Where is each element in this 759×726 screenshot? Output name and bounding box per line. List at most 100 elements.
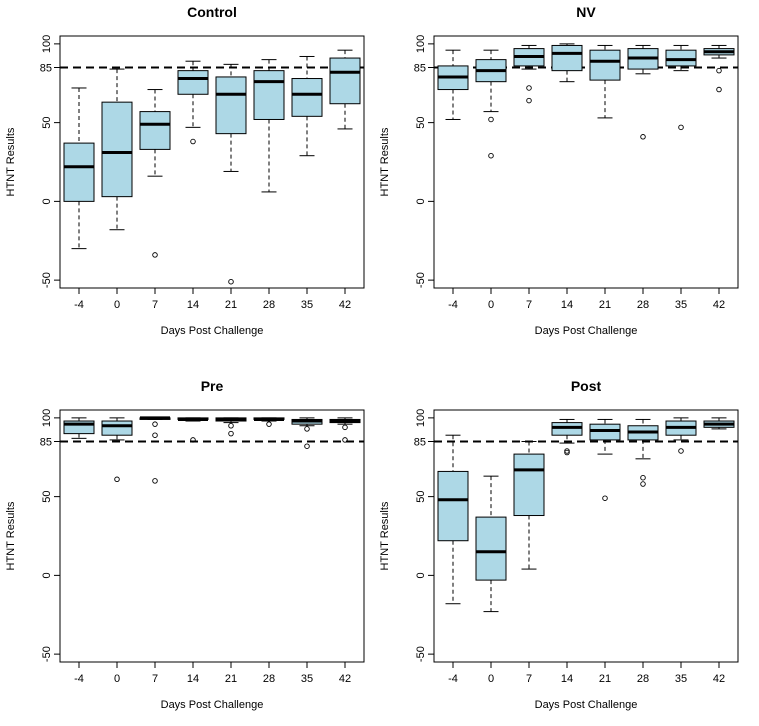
box-day--4: [437, 434, 469, 605]
outlier-point: [228, 423, 234, 429]
y-tick-label: 50: [415, 491, 427, 503]
iqr-box: [253, 70, 285, 120]
box-day-28: [627, 418, 659, 487]
outlier-point: [228, 430, 234, 437]
box-day-21: [215, 417, 247, 437]
box-day--4: [63, 87, 95, 250]
panel-title: Post: [571, 378, 602, 394]
box-day-35: [291, 55, 323, 157]
outlier-point: [488, 152, 494, 159]
x-tick-label: 21: [599, 299, 611, 311]
x-tick-label: 7: [152, 673, 158, 685]
box-day-28: [253, 417, 285, 427]
iqr-box: [475, 516, 507, 581]
x-tick-label: 14: [187, 299, 199, 311]
box-day-7: [513, 44, 545, 104]
y-tick-label-85: 85: [40, 437, 52, 449]
x-axis-label: Days Post Challenge: [535, 699, 638, 711]
outlier-point: [114, 476, 120, 483]
y-tick-label: 50: [415, 117, 427, 129]
panel-nv: NV -50 0 50 100 85 HTNT Results -4 0 7 14 21 28 35 42 D…: [379, 4, 739, 337]
y-axis-label: HTNT Results: [5, 127, 17, 196]
outlier-point: [526, 85, 532, 91]
box-day-28: [253, 59, 285, 193]
x-tick-label: -4: [74, 673, 84, 685]
box-day-0: [101, 417, 133, 483]
box-day-28: [627, 44, 659, 140]
x-tick-label: 42: [339, 299, 351, 311]
box-day-14: [551, 418, 583, 456]
iqr-box: [63, 142, 95, 202]
outlier-point: [564, 448, 570, 454]
iqr-box: [589, 49, 621, 81]
panel-title: NV: [576, 4, 596, 20]
y-tick-label: -50: [41, 646, 53, 662]
plot-frame: [433, 409, 739, 663]
iqr-box: [551, 44, 583, 72]
box-day-35: [665, 44, 697, 131]
box-day-14: [177, 417, 209, 443]
box-day-21: [215, 63, 247, 285]
iqr-box: [551, 422, 583, 436]
outlier-point: [228, 278, 234, 285]
outlier-point: [640, 474, 646, 481]
box-day-42: [703, 417, 735, 430]
box-day-21: [589, 44, 621, 119]
iqr-box: [101, 101, 133, 198]
x-tick-label: 21: [225, 299, 237, 311]
outlier-point: [526, 97, 532, 104]
x-tick-label: 28: [637, 673, 649, 685]
outlier-point: [342, 424, 348, 431]
y-tick-label: 0: [41, 572, 53, 578]
box-day-7: [513, 441, 545, 570]
box-day-7: [139, 89, 171, 258]
box-day--4: [63, 417, 95, 439]
y-tick-label: 50: [41, 491, 53, 503]
x-tick-label: 35: [301, 673, 313, 685]
y-tick-label: 0: [415, 572, 427, 578]
outlier-point: [678, 124, 684, 131]
x-tick-label: 0: [488, 299, 494, 311]
x-tick-label: 21: [225, 673, 237, 685]
outlier-point: [640, 481, 646, 487]
x-tick-label: 7: [526, 673, 532, 685]
iqr-box: [139, 111, 171, 150]
box-day-0: [475, 49, 507, 159]
panel-title: Control: [187, 4, 237, 20]
y-tick-label: 100: [41, 35, 53, 53]
box-day-42: [329, 417, 361, 443]
y-tick-label: -50: [41, 272, 53, 288]
x-tick-label: 7: [152, 299, 158, 311]
outlier-point: [602, 495, 608, 501]
outlier-point: [190, 138, 196, 145]
iqr-box: [101, 420, 133, 436]
x-tick-label: 28: [637, 299, 649, 311]
x-tick-label: -4: [448, 673, 458, 685]
box-day-14: [177, 60, 209, 145]
y-axis-label: HTNT Results: [5, 501, 17, 570]
box-day--4: [437, 49, 469, 120]
outlier-point: [488, 116, 494, 123]
plot-frame: [59, 35, 365, 289]
outlier-point: [640, 134, 646, 140]
box-day-0: [475, 475, 507, 613]
iqr-box: [589, 423, 621, 441]
iqr-box: [329, 57, 361, 105]
plot-frame: [433, 35, 739, 289]
iqr-box: [291, 78, 323, 117]
y-axis-label: HTNT Results: [379, 501, 391, 570]
panel-title: Pre: [201, 378, 224, 394]
x-tick-label: 35: [675, 299, 687, 311]
x-tick-label: 42: [713, 673, 725, 685]
y-tick-label-85: 85: [414, 437, 426, 449]
x-tick-label: 42: [339, 673, 351, 685]
iqr-box: [215, 76, 247, 135]
x-axis-label: Days Post Challenge: [161, 699, 264, 711]
x-tick-label: 28: [263, 299, 275, 311]
x-tick-label: 35: [301, 299, 313, 311]
outlier-point: [304, 426, 310, 432]
iqr-box: [513, 453, 545, 517]
box-day-0: [101, 68, 133, 231]
outlier-point: [304, 443, 310, 449]
outlier-point: [152, 432, 158, 438]
